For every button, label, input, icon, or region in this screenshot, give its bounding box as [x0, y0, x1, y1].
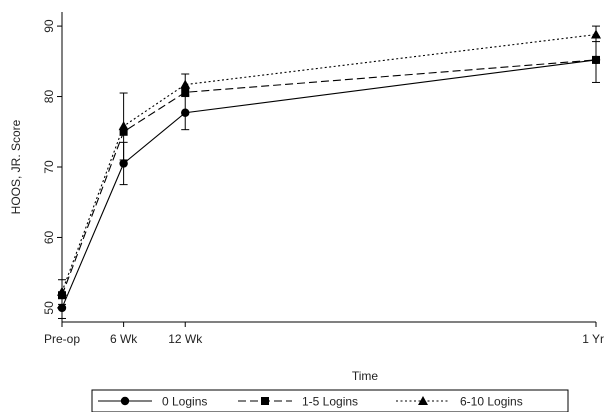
circle-marker	[181, 108, 190, 117]
series-1	[58, 55, 600, 300]
legend-entry-1: 1-5 Logins	[238, 395, 358, 409]
y-tick-label: 50	[42, 301, 56, 315]
triangle-marker	[118, 121, 129, 131]
legend-circle-marker	[120, 396, 130, 406]
series-line	[61, 59, 597, 309]
triangle-marker	[57, 286, 67, 296]
triangle-marker	[180, 79, 191, 89]
x-tick-label: Pre-op	[44, 332, 80, 346]
x-tick-label: 6 Wk	[110, 332, 138, 346]
legend-label: 6-10 Logins	[460, 395, 523, 409]
series-0	[57, 36, 601, 319]
legend-label: 1-5 Logins	[302, 395, 358, 409]
y-tick-label: 80	[42, 90, 56, 104]
y-tick-label: 90	[42, 19, 56, 33]
x-axis-title: Time	[352, 369, 379, 383]
x-tick-label: 1 Yr	[582, 332, 604, 346]
legend-triangle-marker	[418, 396, 428, 405]
circle-marker	[119, 159, 128, 168]
triangle-marker	[591, 29, 601, 39]
y-axis-title: HOOS, JR. Score	[9, 119, 23, 214]
x-tick-label: 12 Wk	[168, 332, 203, 346]
series-2	[57, 25, 601, 305]
circle-marker	[57, 303, 67, 313]
y-tick-label: 60	[42, 230, 56, 244]
legend-label: 0 Logins	[162, 395, 207, 409]
y-tick-label: 70	[42, 160, 56, 174]
plot-area	[57, 25, 601, 319]
legend-square-marker	[261, 397, 269, 405]
series-line	[61, 59, 597, 296]
square-marker	[592, 55, 600, 64]
legend: 0 Logins 1-5 Logins 6-10 Logins	[91, 389, 569, 412]
series-line	[61, 33, 597, 292]
legend-entry-2: 6-10 Logins	[396, 395, 523, 409]
legend-box	[91, 389, 569, 412]
legend-entry-0: 0 Logins	[98, 395, 207, 409]
axes: 50 60 70 80 90 Pre-op 6 Wk 12 Wk 1 Yr Time HOOS, J…	[9, 12, 604, 383]
